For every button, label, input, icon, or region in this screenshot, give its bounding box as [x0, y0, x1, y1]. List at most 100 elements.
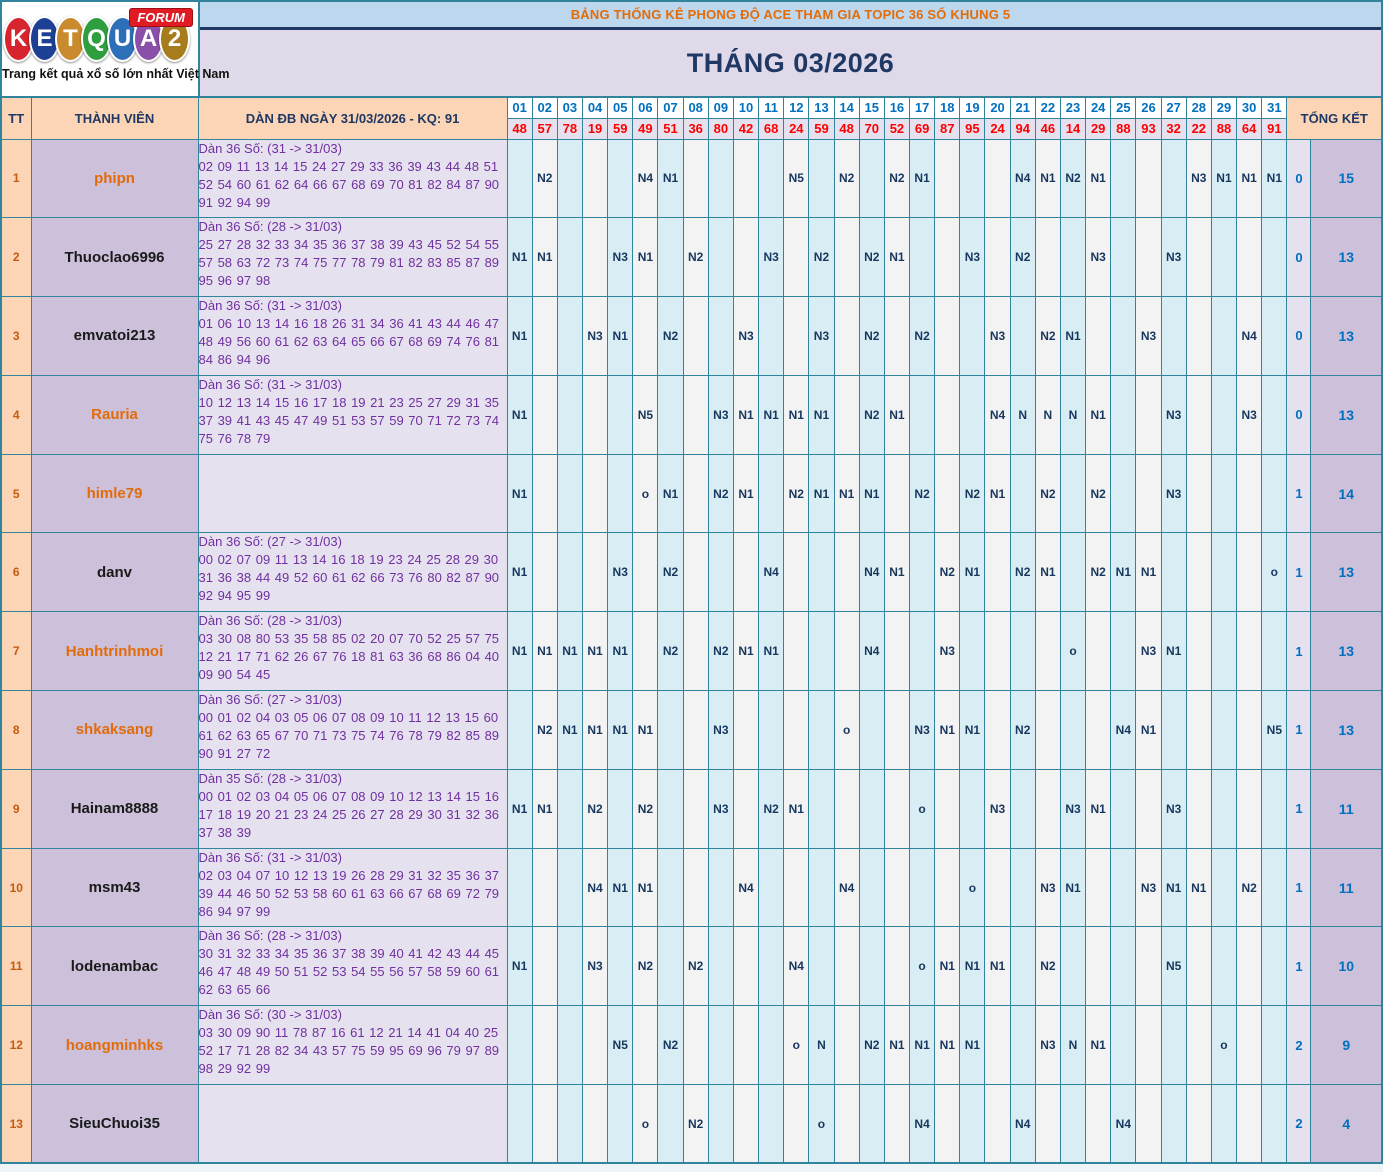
- day-cell-15: [858, 690, 885, 770]
- dan-title: Dàn 36 Số: (31 -> 31/03): [198, 376, 342, 392]
- day-result-29: 88: [1210, 117, 1238, 140]
- member-name: himle79: [30, 453, 199, 534]
- day-cell-11: N3: [758, 217, 785, 298]
- day-cell-27: N3: [1160, 453, 1187, 534]
- day-header-29: 29: [1210, 96, 1238, 119]
- dan-numbers: 00 02 07 09 11 13 14 16 18 19 23 24 25 2…: [198, 552, 500, 604]
- forum-badge: FORUM: [129, 8, 193, 27]
- tt-cell: 11: [0, 926, 32, 1007]
- day-cell-12: N4: [783, 926, 810, 1007]
- day-cell-31: [1261, 926, 1288, 1007]
- day-cell-23: N2: [1059, 138, 1087, 219]
- day-cell-12: [783, 532, 810, 613]
- day-result-28: 22: [1185, 117, 1212, 140]
- day-cell-19: [959, 611, 986, 692]
- day-cell-24: N1: [1085, 1005, 1112, 1086]
- day-cell-29: [1210, 217, 1238, 298]
- day-cell-08: [682, 453, 709, 534]
- day-cell-01: N1: [506, 926, 533, 1007]
- day-cell-20: N1: [984, 453, 1011, 534]
- day-cell-08: [682, 611, 709, 692]
- day-result-26: 93: [1135, 117, 1162, 140]
- o-count-cell: 1: [1286, 690, 1312, 770]
- day-cell-15: [858, 847, 885, 928]
- member-name: Thuoclao6996: [30, 217, 199, 298]
- day-cell-16: [883, 1084, 911, 1164]
- day-cell-28: N1: [1185, 847, 1212, 928]
- day-cell-26: [1135, 768, 1162, 849]
- day-cell-26: [1135, 1084, 1162, 1164]
- day-cell-07: [657, 926, 684, 1007]
- day-cell-03: [556, 217, 583, 298]
- day-result-10: 42: [732, 117, 760, 140]
- day-cell-30: N3: [1236, 374, 1263, 455]
- day-cell-25: [1110, 611, 1137, 692]
- day-cell-21: [1009, 611, 1036, 692]
- logo-letter: T: [55, 16, 86, 62]
- day-cell-20: [984, 847, 1011, 928]
- member-name: Hanhtrinhmoi: [30, 611, 199, 692]
- day-cell-03: [556, 138, 583, 219]
- tt-cell: 9: [0, 768, 32, 849]
- day-result-27: 32: [1160, 117, 1187, 140]
- day-header-19: 19: [959, 96, 986, 119]
- dan-numbers: 01 06 10 13 14 16 18 26 31 34 36 41 43 4…: [198, 316, 500, 368]
- dan-cell: Dàn 36 Số: (27 -> 31/03) 00 01 02 04 03 0…: [197, 690, 508, 770]
- day-cell-10: [732, 138, 760, 219]
- day-cell-02: N1: [531, 768, 558, 849]
- day-cell-18: N1: [934, 690, 961, 770]
- day-cell-06: [632, 532, 659, 613]
- total-cell: 13: [1310, 532, 1383, 613]
- day-header-23: 23: [1059, 96, 1087, 119]
- day-cell-30: [1236, 926, 1263, 1007]
- day-cell-26: N3: [1135, 847, 1162, 928]
- day-result-23: 14: [1059, 117, 1087, 140]
- day-cell-17: [908, 217, 936, 298]
- dan-cell: Dàn 36 Số: (31 -> 31/03) 10 12 13 14 15 1…: [197, 374, 508, 455]
- day-cell-17: [908, 847, 936, 928]
- day-cell-24: N1: [1085, 374, 1112, 455]
- day-cell-13: [808, 138, 835, 219]
- day-result-24: 29: [1085, 117, 1112, 140]
- day-cell-27: [1160, 1084, 1187, 1164]
- day-cell-01: N1: [506, 217, 533, 298]
- dan-cell: Dàn 36 Số: (28 -> 31/03) 03 30 08 80 53 3…: [197, 611, 508, 692]
- day-cell-06: N2: [632, 768, 659, 849]
- day-cell-21: N2: [1009, 690, 1036, 770]
- dan-title: Dàn 36 Số: (27 -> 31/03): [198, 692, 342, 708]
- day-cell-28: [1185, 611, 1212, 692]
- member-row-msm43: 10 msm43 Dàn 36 Số: (31 -> 31/03) 02 03 04 …: [0, 847, 1383, 928]
- day-result-02: 57: [531, 117, 558, 140]
- member-row-Hanhtrinhmoi: 7 Hanhtrinhmoi Dàn 36 Số: (28 -> 31/03) 03 …: [0, 611, 1383, 692]
- day-cell-26: [1135, 453, 1162, 534]
- day-header-12: 12: [783, 96, 810, 119]
- total-cell: 13: [1310, 690, 1383, 770]
- day-cell-14: N2: [833, 138, 860, 219]
- day-cell-02: [531, 453, 558, 534]
- day-cell-14: N4: [833, 847, 860, 928]
- day-cell-16: [883, 453, 911, 534]
- day-cell-11: [758, 453, 785, 534]
- day-cell-02: N2: [531, 690, 558, 770]
- day-cell-02: [531, 926, 558, 1007]
- day-cell-14: [833, 532, 860, 613]
- day-cell-28: [1185, 1005, 1212, 1086]
- day-cell-05: N1: [607, 690, 634, 770]
- day-cell-26: N3: [1135, 611, 1162, 692]
- day-cell-02: N1: [531, 217, 558, 298]
- dan-cell: Dàn 36 Số: (28 -> 31/03) 30 31 32 33 34 3…: [197, 926, 508, 1007]
- day-cell-16: [883, 847, 911, 928]
- day-cell-30: N4: [1236, 296, 1263, 376]
- day-header-26: 26: [1135, 96, 1162, 119]
- day-cell-18: [934, 217, 961, 298]
- tt-cell: 3: [0, 296, 32, 376]
- day-cell-16: [883, 926, 911, 1007]
- day-cell-04: [581, 217, 609, 298]
- day-cell-23: [1059, 926, 1087, 1007]
- day-cell-19: [959, 138, 986, 219]
- total-cell: 15: [1310, 138, 1383, 219]
- day-cell-05: [607, 138, 634, 219]
- day-cell-31: [1261, 768, 1288, 849]
- banner-area: BẢNG THỐNG KÊ PHONG ĐỘ ACE THAM GIA TOPI…: [200, 2, 1381, 96]
